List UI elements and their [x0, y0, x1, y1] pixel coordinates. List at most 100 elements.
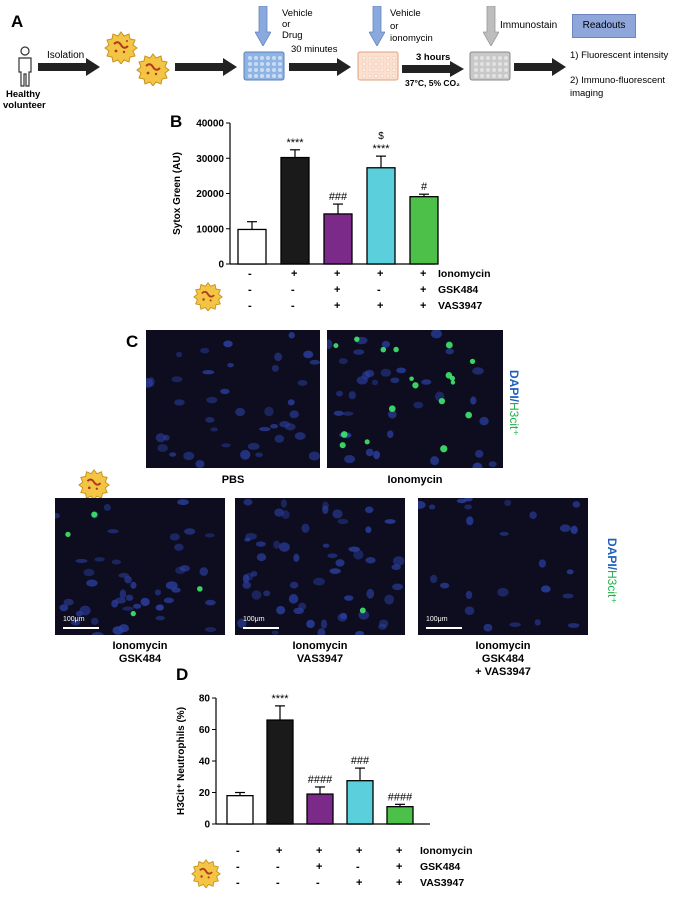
- nucleus: [348, 391, 356, 400]
- nucleus: [303, 350, 314, 359]
- nucleus: [274, 352, 283, 362]
- treatment-sign: -: [316, 877, 320, 889]
- treatment-sign: -: [356, 861, 360, 873]
- nucleus: [55, 512, 60, 519]
- h3cit-spot: [197, 586, 203, 592]
- y-tick-label: 20: [199, 788, 211, 799]
- nucleus: [559, 524, 571, 532]
- h3cit-spot: [465, 411, 472, 419]
- y-tick-label: 0: [204, 820, 210, 831]
- treatment-sign: +: [334, 300, 341, 312]
- scale-label: 100μm: [243, 616, 265, 623]
- h3cit-spot: [333, 343, 339, 349]
- micrograph-pbs: [146, 330, 320, 468]
- nucleus: [256, 553, 267, 562]
- nucleus: [572, 501, 581, 508]
- nucleus: [250, 570, 258, 577]
- step1-label-1: Vehicle: [282, 8, 313, 19]
- scale-bar: [243, 627, 279, 629]
- treatment-row-label: VAS3947: [438, 300, 483, 312]
- plate-icon-vehicle-drug: [243, 51, 285, 81]
- nucleus: [264, 406, 274, 417]
- micrograph-ionomycin-gsk484-vas3947: 100μm: [418, 498, 588, 635]
- nucleus: [274, 434, 285, 443]
- nucleus: [386, 430, 394, 439]
- readout-1: 1) Fluorescent intensity: [570, 50, 669, 61]
- nucleus: [327, 553, 338, 559]
- treatment-sign: +: [334, 268, 341, 280]
- panel-a-letter: A: [11, 12, 24, 31]
- nucleus: [293, 553, 300, 562]
- nucleus: [111, 559, 122, 565]
- nucleus: [242, 581, 252, 589]
- nucleus: [356, 376, 368, 385]
- arrow-step2: [402, 61, 464, 77]
- h3cit-spot: [340, 431, 348, 438]
- nucleus: [122, 606, 134, 611]
- treatment-sign: -: [377, 284, 381, 296]
- nucleus: [289, 581, 299, 589]
- panel-d-letter: D: [176, 665, 189, 684]
- h3cit-spot: [412, 382, 419, 389]
- y-axis-label: H3Cit⁺ Neutrophils (%): [176, 707, 187, 815]
- nucleus: [155, 604, 164, 611]
- nucleus: [479, 416, 489, 426]
- nucleus: [83, 568, 95, 577]
- nucleus: [271, 364, 279, 372]
- nucleus: [322, 505, 329, 514]
- nucleus: [210, 427, 218, 432]
- treatment-sign: +: [420, 268, 427, 280]
- nucleus: [344, 455, 356, 464]
- nucleus: [387, 410, 397, 419]
- nucleus: [472, 462, 483, 468]
- significance-label: ####: [308, 774, 333, 786]
- nucleus: [384, 594, 395, 605]
- arrow-step3: [514, 58, 566, 76]
- nucleus: [529, 511, 537, 520]
- nucleus: [205, 599, 216, 606]
- nucleus: [390, 377, 400, 384]
- h3cit-spot: [130, 610, 136, 617]
- readouts-title: Readouts: [582, 20, 626, 31]
- nucleus: [439, 582, 450, 589]
- nucleus: [456, 498, 467, 504]
- nucleus: [313, 577, 325, 586]
- nucleus: [297, 379, 308, 386]
- nucleus: [171, 587, 181, 593]
- nucleus: [255, 541, 266, 547]
- micrograph-ionomycin-gsk484: 100μm: [55, 498, 225, 635]
- step2-label-1: Vehicle: [390, 8, 421, 19]
- nucleus: [111, 599, 119, 608]
- h3cit-spot: [339, 442, 346, 449]
- micrograph-ionomycin-vas3947: 100μm: [235, 498, 405, 635]
- micrograph-image: [327, 330, 497, 468]
- nucleus: [570, 525, 578, 535]
- nucleus: [327, 339, 333, 349]
- treatment-sign: +: [334, 284, 341, 296]
- nucleus: [237, 618, 247, 629]
- nucleus: [373, 450, 381, 460]
- treatment-sign: +: [356, 845, 363, 857]
- h3cit-spot: [445, 372, 453, 379]
- nucleus: [79, 605, 91, 616]
- nucleus: [169, 533, 180, 541]
- significance-label: ###: [329, 191, 348, 203]
- step2-label-2: or: [390, 21, 399, 32]
- plate-icon-ionomycin: [357, 51, 399, 81]
- treatment-row-label: Ionomycin: [438, 268, 491, 280]
- nucleus: [276, 605, 286, 615]
- nucleus: [499, 531, 509, 536]
- treatment-sign: -: [248, 300, 252, 312]
- caption-vas3947: Ionomycin VAS3947: [292, 640, 348, 665]
- nucleus: [107, 529, 119, 534]
- nucleus: [140, 597, 150, 607]
- nucleus: [337, 518, 349, 525]
- nucleus: [183, 451, 195, 461]
- nucleus: [280, 499, 287, 508]
- nucleus: [176, 351, 183, 358]
- nucleus: [154, 589, 162, 596]
- nucleus: [309, 359, 320, 365]
- arrow-to-plate1: [175, 58, 237, 76]
- isolation-label: Isolation: [47, 50, 85, 61]
- nucleus: [566, 569, 574, 575]
